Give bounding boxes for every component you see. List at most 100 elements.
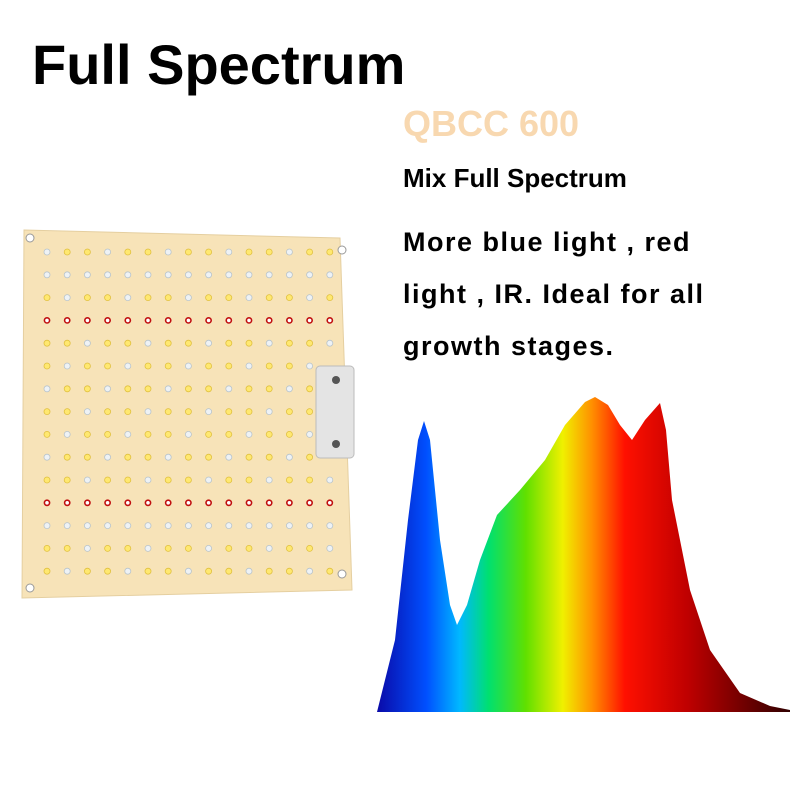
led (206, 477, 212, 483)
led (145, 477, 151, 483)
led (105, 272, 111, 278)
led (125, 568, 131, 574)
led (307, 431, 313, 437)
bracket (316, 366, 354, 458)
led (105, 363, 111, 369)
led (226, 386, 232, 392)
led (185, 431, 191, 437)
led (44, 454, 50, 460)
led (84, 568, 90, 574)
led (246, 363, 252, 369)
led (266, 272, 272, 278)
led (185, 386, 191, 392)
mount-hole (338, 246, 346, 254)
led (226, 477, 232, 483)
led (165, 477, 171, 483)
led (307, 523, 313, 529)
led (125, 545, 131, 551)
led (206, 272, 212, 278)
led (84, 295, 90, 301)
description-line: More blue light , red (403, 227, 691, 257)
led (145, 568, 151, 574)
led (125, 363, 131, 369)
led (125, 431, 131, 437)
led (246, 500, 251, 505)
led (287, 318, 292, 323)
led (165, 545, 171, 551)
led (266, 477, 272, 483)
led (125, 477, 131, 483)
led (206, 409, 212, 415)
led (206, 431, 212, 437)
led (84, 477, 90, 483)
led (327, 477, 333, 483)
led (327, 568, 333, 574)
led (145, 249, 151, 255)
led (226, 318, 231, 323)
led (226, 363, 232, 369)
led (327, 545, 333, 551)
led (206, 568, 212, 574)
led (125, 523, 131, 529)
led (165, 523, 171, 529)
led (266, 295, 272, 301)
led (145, 409, 151, 415)
model: QBCC 600 (403, 103, 579, 144)
led (165, 386, 171, 392)
led (44, 568, 50, 574)
led (125, 409, 131, 415)
led (64, 249, 70, 255)
led (145, 318, 150, 323)
led (165, 249, 171, 255)
led (64, 386, 70, 392)
led (226, 272, 232, 278)
led (65, 318, 70, 323)
led (226, 295, 232, 301)
led (85, 500, 90, 505)
led (125, 500, 130, 505)
led (266, 249, 272, 255)
led (125, 454, 131, 460)
led (307, 249, 313, 255)
led (84, 272, 90, 278)
led (84, 545, 90, 551)
led (327, 500, 332, 505)
led (105, 409, 111, 415)
led (266, 568, 272, 574)
led (165, 568, 171, 574)
led (64, 272, 70, 278)
led (44, 386, 50, 392)
led (185, 568, 191, 574)
led (266, 409, 272, 415)
led (185, 454, 191, 460)
led (266, 454, 272, 460)
led (186, 318, 191, 323)
led (246, 409, 252, 415)
led (286, 545, 292, 551)
led (226, 409, 232, 415)
led (65, 500, 70, 505)
led (185, 295, 191, 301)
led (166, 500, 171, 505)
mount-hole (338, 570, 346, 578)
led (105, 454, 111, 460)
subtitle: Mix Full Spectrum (403, 163, 627, 193)
led (327, 318, 332, 323)
led (105, 477, 111, 483)
led (226, 431, 232, 437)
led (165, 431, 171, 437)
led (266, 340, 272, 346)
led (44, 340, 50, 346)
led (327, 272, 333, 278)
description-line: growth stages. (403, 331, 615, 361)
led (64, 523, 70, 529)
led (327, 249, 333, 255)
led (145, 454, 151, 460)
led (185, 340, 191, 346)
led (246, 477, 252, 483)
led (266, 431, 272, 437)
led (286, 431, 292, 437)
led (64, 477, 70, 483)
led (105, 500, 110, 505)
